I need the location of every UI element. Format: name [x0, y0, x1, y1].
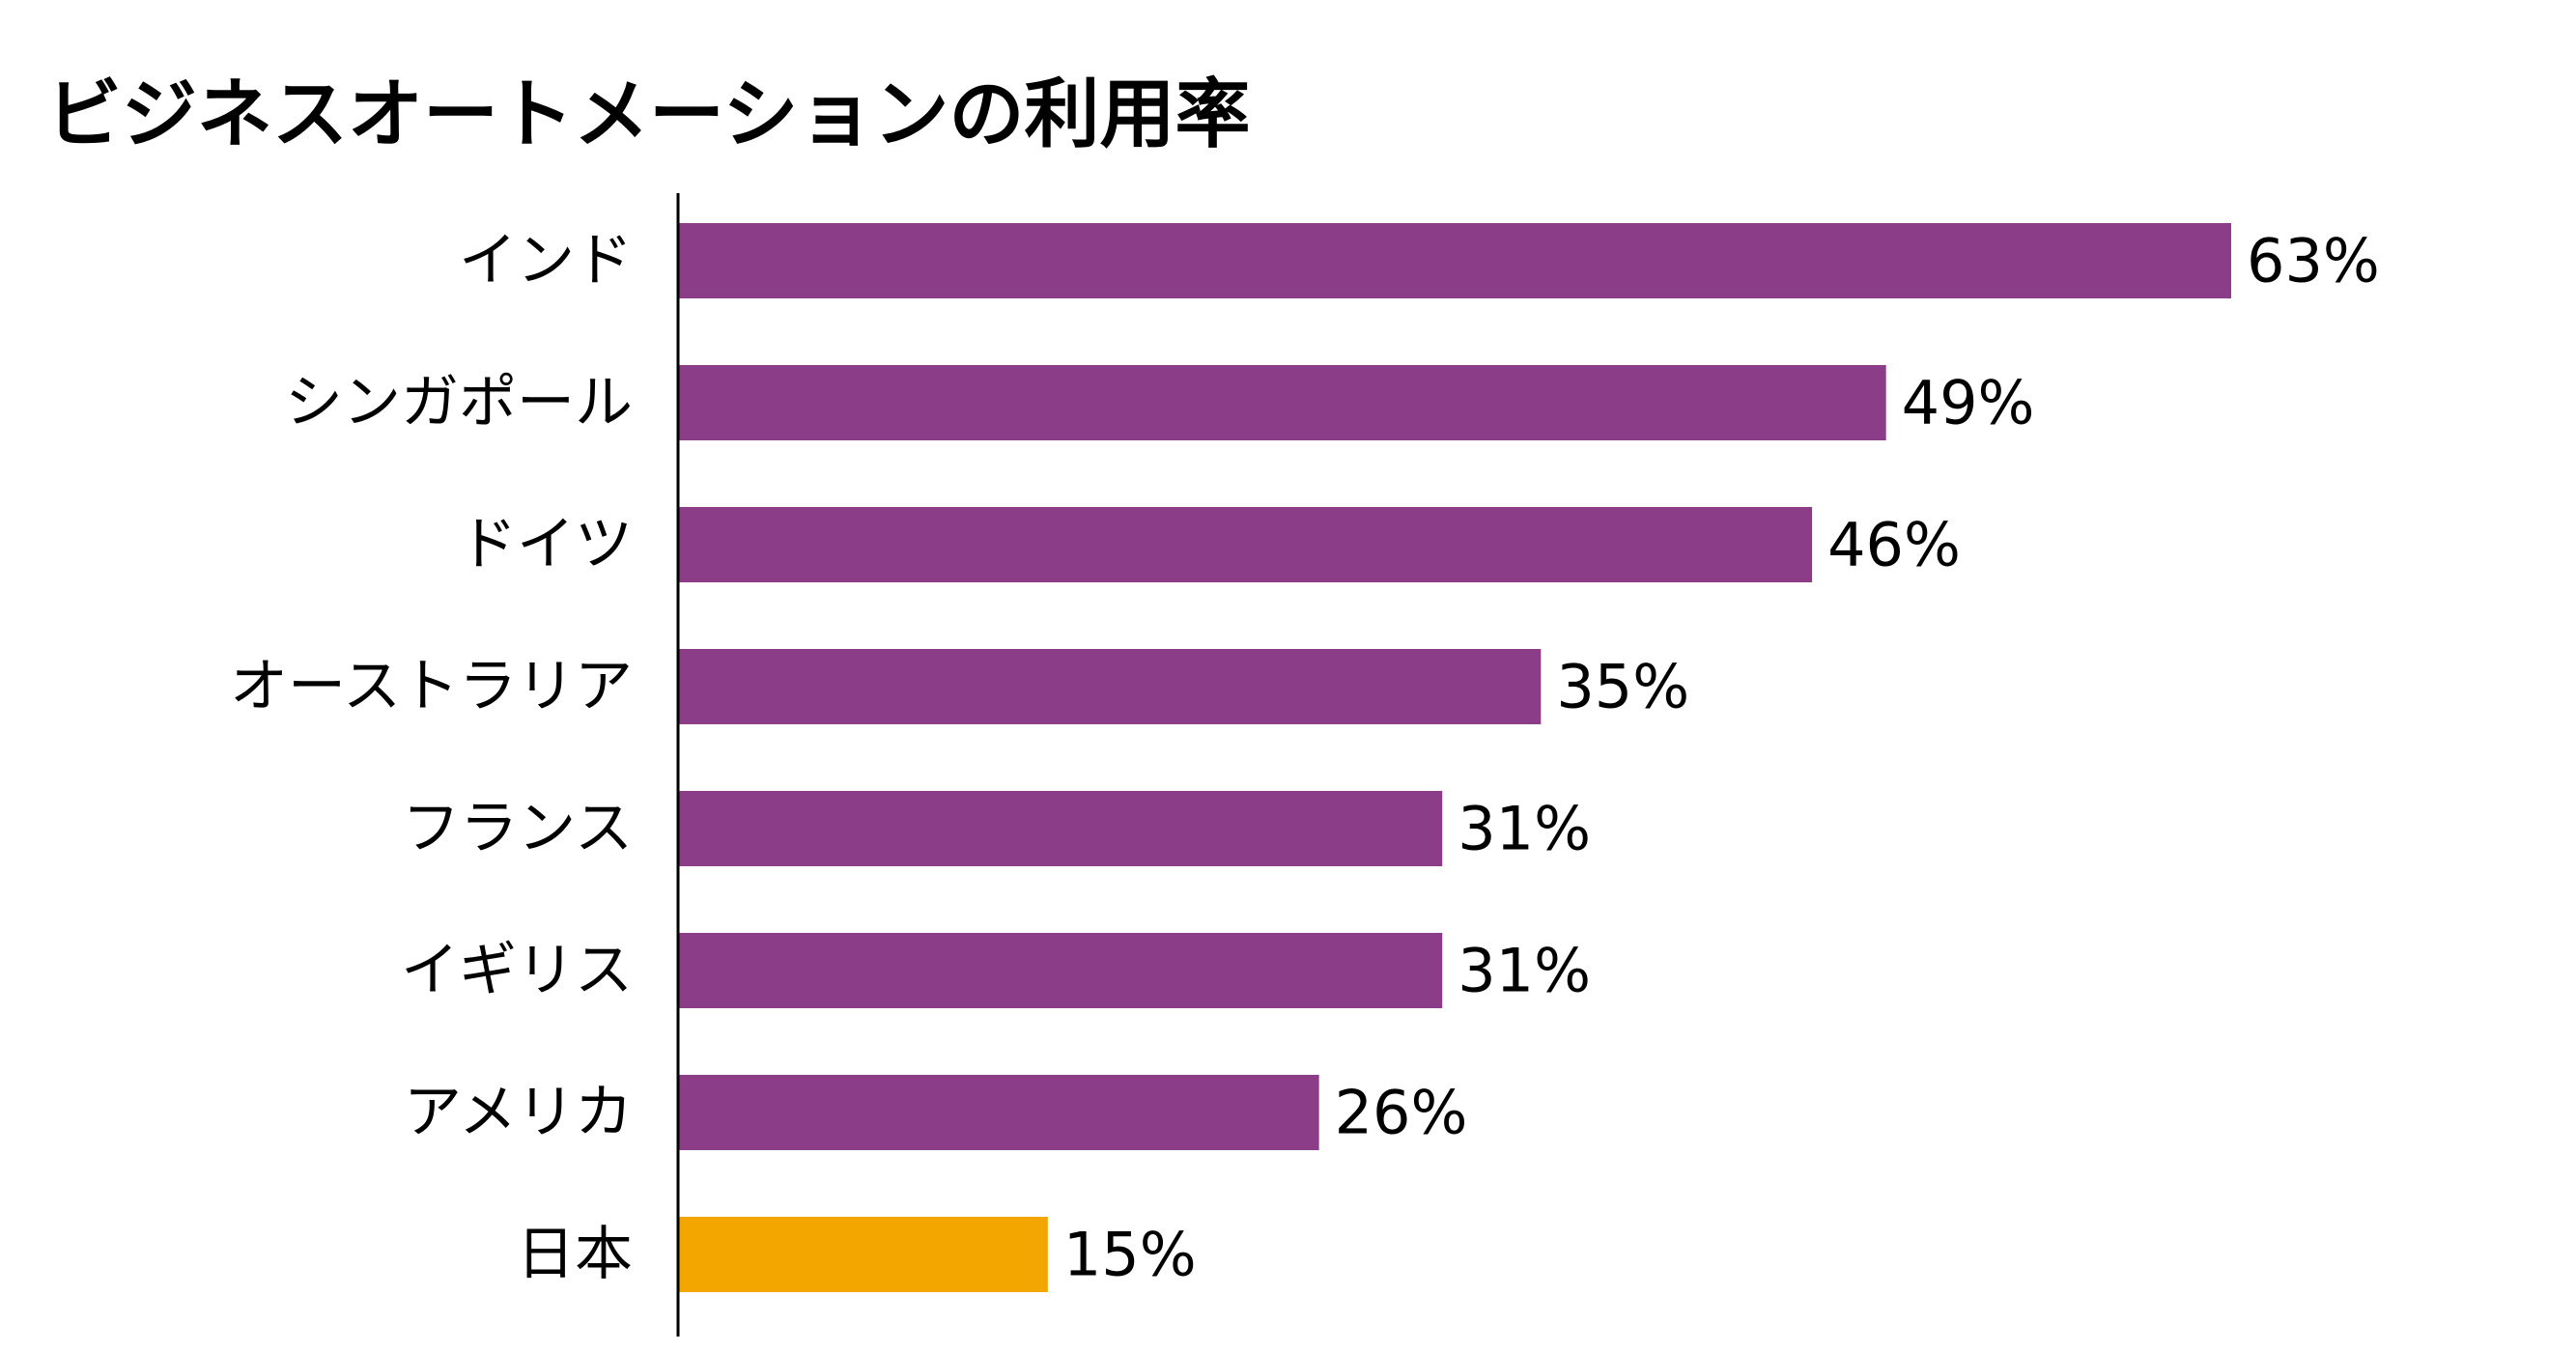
bar-1 — [678, 365, 1886, 440]
bar-4 — [678, 791, 1443, 866]
category-label-7: 日本 — [517, 1221, 633, 1288]
value-label-4: 31% — [1458, 794, 1591, 864]
chart-title: ビジネスオートメーションの利用率 — [46, 71, 1251, 158]
category-label-2: ドイツ — [459, 511, 633, 578]
labels-layer: インド 63% シンガポール 49% ドイツ 46% オーストラリア 35% フランス 31% イギ… — [230, 226, 2380, 1290]
bars-layer — [678, 223, 2231, 1292]
value-label-3: 35% — [1556, 652, 1689, 722]
category-label-5: イギリス — [401, 937, 633, 1004]
value-label-1: 49% — [1902, 368, 2035, 438]
value-label-7: 15% — [1063, 1220, 1197, 1290]
category-label-4: フランス — [402, 795, 633, 862]
bar-0 — [678, 223, 2231, 298]
category-label-1: シンガポール — [285, 369, 633, 437]
bar-6 — [678, 1075, 1319, 1150]
bar-3 — [678, 649, 1542, 724]
bar-5 — [678, 933, 1443, 1008]
category-label-3: オーストラリア — [230, 653, 633, 720]
value-label-2: 46% — [1827, 510, 1961, 580]
value-label-0: 63% — [2247, 226, 2380, 296]
bar-2 — [678, 507, 1813, 582]
category-label-6: アメリカ — [404, 1079, 633, 1146]
value-label-5: 31% — [1458, 936, 1591, 1006]
bar-7 — [678, 1217, 1048, 1292]
category-label-0: インド — [459, 227, 633, 295]
value-label-6: 26% — [1335, 1078, 1468, 1148]
